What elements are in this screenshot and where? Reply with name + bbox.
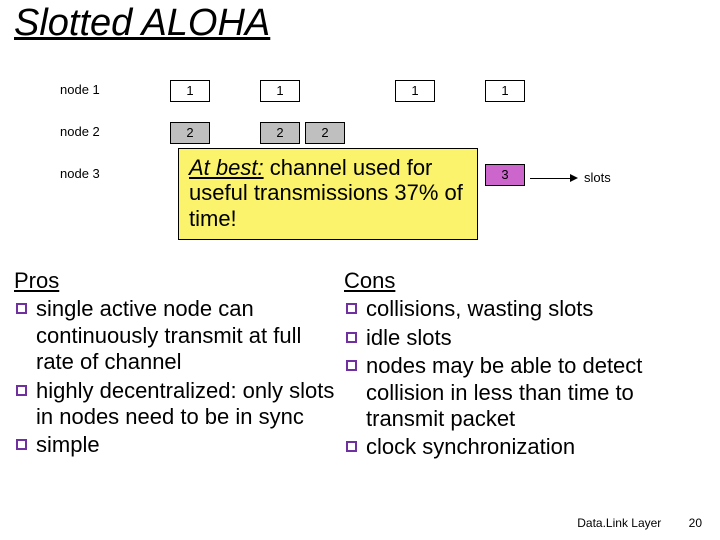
list-item: single active node can continuously tran… xyxy=(14,296,344,375)
slot-box: 2 xyxy=(305,122,345,144)
callout-box: At best: channel used for useful transmi… xyxy=(178,148,478,240)
cons-column: Cons collisions, wasting slots idle slot… xyxy=(344,268,704,463)
footer-label: Data.Link Layer xyxy=(577,516,661,530)
list-item: clock synchronization xyxy=(344,434,704,460)
slot-box: 1 xyxy=(485,80,525,102)
list-item: collisions, wasting slots xyxy=(344,296,704,322)
pros-list: single active node can continuously tran… xyxy=(14,296,344,458)
slot-box: 3 xyxy=(485,164,525,186)
node-label-2: node 2 xyxy=(60,124,100,139)
cons-heading: Cons xyxy=(344,268,704,294)
slot-box: 1 xyxy=(260,80,300,102)
footer: Data.Link Layer 20 xyxy=(577,516,702,530)
slots-arrow-head-icon xyxy=(570,174,578,182)
slide-title: Slotted ALOHA xyxy=(14,2,270,45)
callout-lead: At best: xyxy=(189,155,264,180)
slot-box: 1 xyxy=(170,80,210,102)
slots-arrow-line xyxy=(530,178,570,179)
list-item: highly decentralized: only slots in node… xyxy=(14,378,344,431)
node-label-1: node 1 xyxy=(60,82,100,97)
slide: Slotted ALOHA node 1 node 2 node 3 1 1 1… xyxy=(0,0,720,540)
list-item: idle slots xyxy=(344,325,704,351)
slot-box: 1 xyxy=(395,80,435,102)
page-number: 20 xyxy=(689,516,702,530)
pros-cons-columns: Pros single active node can continuously… xyxy=(14,268,714,463)
list-item: simple xyxy=(14,432,344,458)
cons-list: collisions, wasting slots idle slots nod… xyxy=(344,296,704,460)
slot-box: 2 xyxy=(260,122,300,144)
list-item: nodes may be able to detect collision in… xyxy=(344,353,704,432)
pros-column: Pros single active node can continuously… xyxy=(14,268,344,463)
pros-heading: Pros xyxy=(14,268,344,294)
node-label-3: node 3 xyxy=(60,166,100,181)
slots-label: slots xyxy=(584,170,611,185)
slot-box: 2 xyxy=(170,122,210,144)
